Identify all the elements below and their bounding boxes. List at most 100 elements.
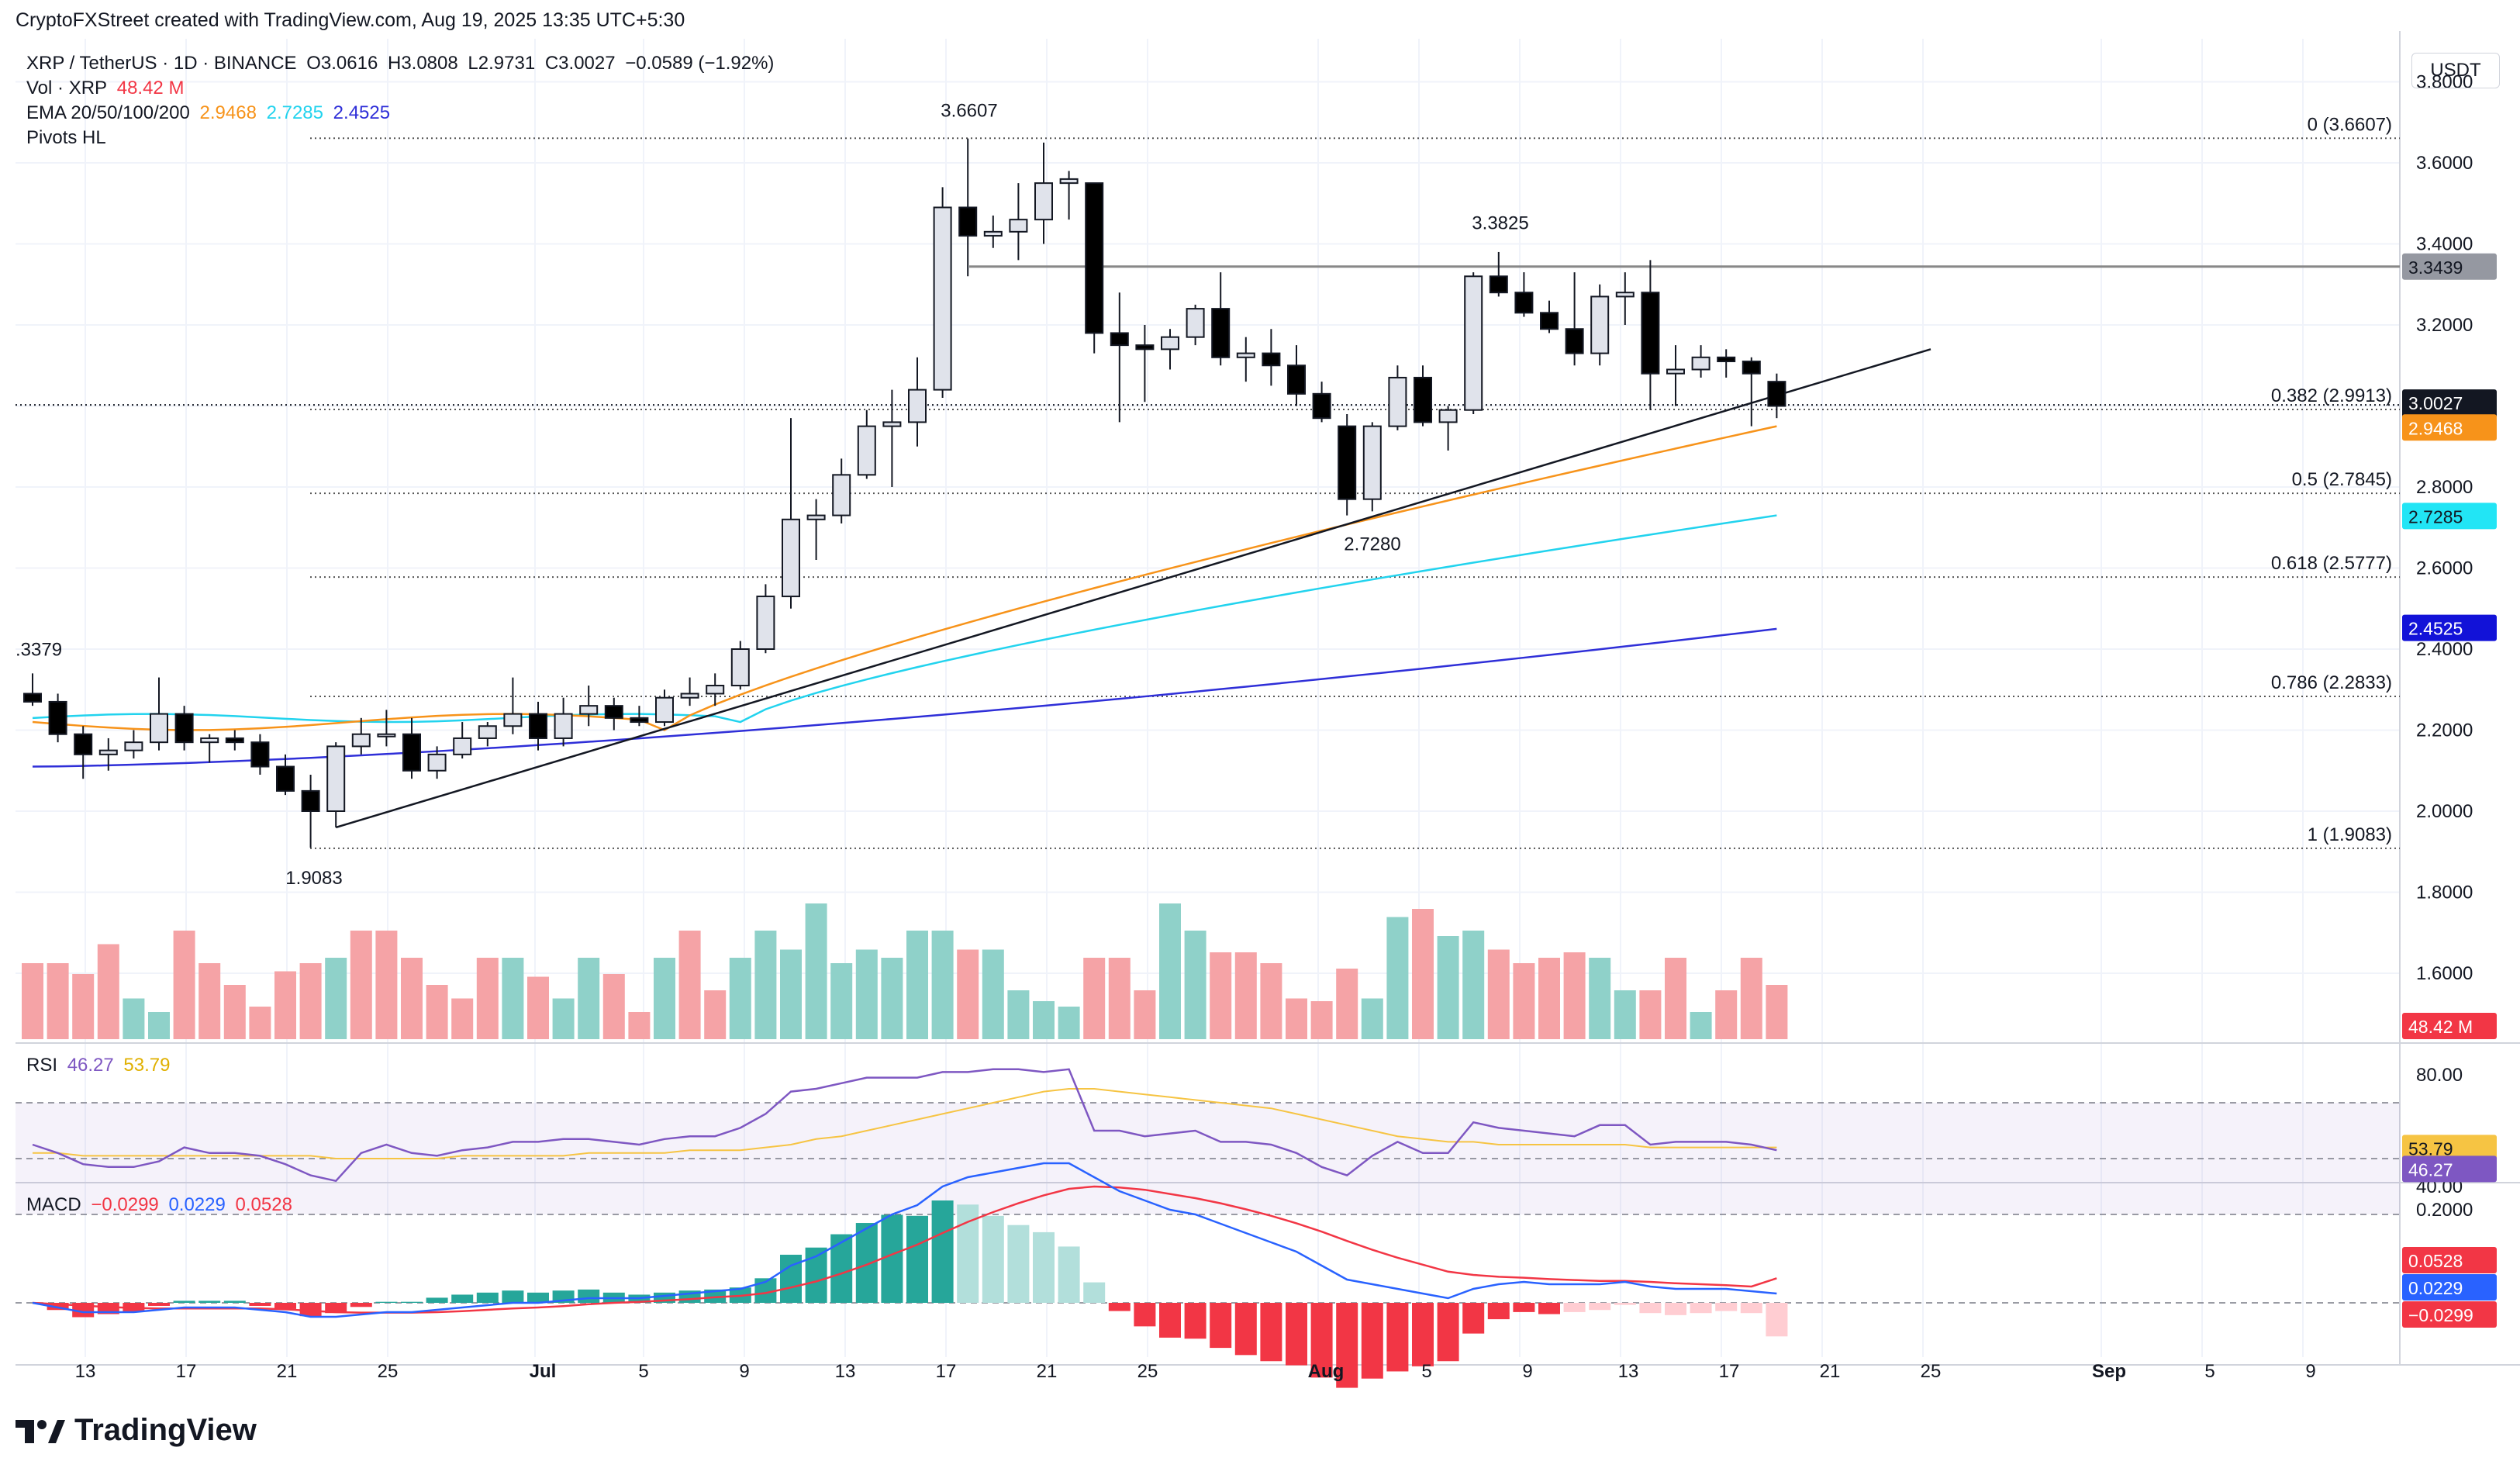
candle (908, 357, 927, 447)
macd-hist-bar (1159, 1303, 1181, 1338)
ema-tag-text: 2.9468 (2408, 418, 2463, 438)
price-tick-label: 3.2000 (2416, 315, 2473, 336)
candle-body (1590, 295, 1610, 354)
macd-hist-bar (1589, 1303, 1611, 1311)
macd-pane (16, 1162, 2400, 1388)
candle-body (1059, 178, 1079, 185)
candle (882, 389, 902, 487)
candle-body (1211, 308, 1231, 358)
volume-bar (552, 998, 575, 1039)
volume-bar (1563, 952, 1586, 1039)
legend-high: H3.0808 (387, 53, 458, 74)
volume-bar (1058, 1007, 1080, 1039)
ema50-line (32, 514, 1777, 724)
rsi-tag-text: 46.27 (2408, 1159, 2453, 1180)
macd-hist-bar (1108, 1303, 1131, 1311)
currency-button[interactable]: USDT (2411, 53, 2500, 88)
macd-hist-bar (1487, 1303, 1510, 1320)
candle-body (1034, 182, 1053, 221)
macd-hist-bar (1033, 1231, 1055, 1303)
candle (326, 742, 346, 827)
candle (554, 697, 573, 747)
ema-tag (2402, 503, 2497, 530)
tradingview-logo[interactable]: TradingView (16, 1413, 257, 1448)
candle-body (453, 737, 472, 755)
volume-bar (704, 990, 727, 1039)
time-tick-label: 5 (2204, 1361, 2214, 1382)
ema-lines (32, 425, 1777, 768)
candle-body (1565, 328, 1584, 354)
candle-body (680, 693, 699, 699)
price-tick-label: 3.8000 (2416, 72, 2473, 93)
candle-body (1641, 292, 1660, 375)
candle-body (983, 230, 1003, 237)
candle-body (250, 741, 270, 768)
volume-bar (931, 931, 954, 1039)
candle (958, 138, 978, 277)
candle-body (150, 713, 168, 744)
macd-hist-bar (704, 1289, 727, 1303)
macd-hist-bar (1361, 1303, 1383, 1379)
candle (680, 677, 699, 706)
macd-hist-bar (1386, 1303, 1409, 1372)
volume-tag (2402, 1013, 2497, 1039)
candle (832, 458, 851, 524)
macd-hist-bar (1058, 1246, 1080, 1303)
rsi-ma-tag-text: 53.79 (2408, 1138, 2453, 1159)
candle-body (1312, 392, 1331, 420)
rsi-ma-line (33, 1088, 1777, 1159)
macd-hist-bar (173, 1301, 195, 1303)
candle-body (1514, 292, 1534, 314)
candle-body (174, 713, 194, 744)
rsi-label: RSI (26, 1055, 58, 1076)
candle (276, 754, 295, 796)
volume-bar (22, 963, 43, 1039)
macd-hist-bar (350, 1303, 372, 1307)
volume-bar (1184, 931, 1206, 1039)
candle-body (1691, 356, 1710, 371)
macd-hist-bar (1563, 1303, 1586, 1312)
candle (1565, 272, 1584, 366)
volume-bar (1007, 990, 1030, 1039)
macd-hist-bar (1715, 1303, 1738, 1311)
volume-bar (780, 949, 802, 1039)
candle (1540, 300, 1559, 333)
candle (1666, 345, 1685, 406)
macd-hist-bar (401, 1301, 423, 1303)
candle-body (1362, 425, 1382, 500)
volume-bar (148, 1012, 170, 1039)
macd-hist-bar (1007, 1225, 1030, 1303)
candle (806, 499, 826, 561)
candle (1236, 337, 1255, 382)
candle-body (1767, 381, 1786, 407)
time-tick-label: Jul (530, 1361, 557, 1382)
candle (1059, 171, 1079, 220)
candle-body (730, 648, 750, 687)
price-tick-label: 2.4000 (2416, 639, 2473, 660)
fib-levels: 0 (3.6607) 0.382 (2.9913) 0.5 (2.7845) 0.61… (16, 114, 2400, 849)
legend-macd: MACD −0.0299 0.0229 0.0528 (26, 1194, 297, 1216)
candle (1211, 272, 1231, 366)
volume-bar (678, 931, 701, 1039)
candle-body (1110, 332, 1129, 347)
macd-hist-bar (1310, 1303, 1333, 1378)
time-tick-label: 17 (936, 1361, 957, 1382)
price-tick-label: 2.8000 (2416, 477, 2473, 498)
macd-hist-bar (1260, 1303, 1282, 1362)
volume-bar (830, 963, 853, 1039)
volume-bar (476, 958, 499, 1039)
time-tick-label: 17 (176, 1361, 197, 1382)
volume-bar (1412, 909, 1434, 1039)
candle (301, 774, 320, 848)
volume-bar (1234, 952, 1257, 1039)
volume-bar (72, 974, 95, 1039)
candle-body (276, 765, 295, 792)
candle-body (630, 717, 649, 724)
candle-body (427, 753, 447, 772)
volume-bar (274, 971, 296, 1039)
candle-body (806, 514, 826, 520)
volume-bar (1210, 952, 1232, 1039)
volume-bar (223, 985, 246, 1039)
candle (1262, 329, 1281, 386)
